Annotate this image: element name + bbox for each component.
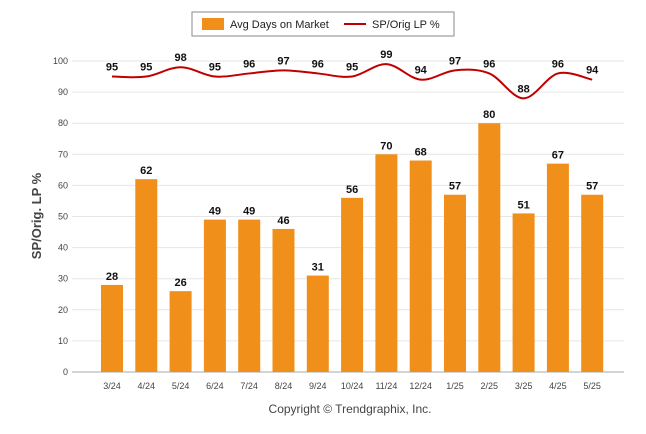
y-tick-label: 20: [58, 305, 68, 315]
y-tick-label: 40: [58, 243, 68, 253]
x-tick-label: 11/24: [375, 381, 397, 391]
line-value-label: 99: [380, 49, 392, 61]
y-axis-label: SP/Orig. LP %: [29, 172, 44, 259]
legend-line-label: SP/Orig LP %: [372, 19, 440, 31]
bar: [512, 213, 535, 372]
x-tick-label: 2/25: [481, 381, 499, 391]
line-value-label: 96: [552, 58, 564, 70]
line-value-label: 96: [483, 58, 495, 70]
x-tick-label: 8/24: [275, 381, 293, 391]
bar-value-label: 31: [312, 262, 324, 274]
sp-orig-lp-line: [111, 63, 593, 100]
bar-labels: 28 62 26 49 49 46 31 56 70 68 57 80 51 67 57: [106, 109, 598, 289]
y-tick-label: 50: [58, 212, 68, 222]
legend-bar-label: Avg Days on Market: [230, 19, 329, 31]
bar: [409, 160, 432, 372]
line-value-label: 96: [312, 58, 324, 70]
y-tick-label: 30: [58, 274, 68, 284]
line-value-label: 98: [174, 52, 186, 64]
x-tick-label: 7/24: [240, 381, 258, 391]
bar: [135, 179, 158, 372]
bar-value-label: 26: [174, 277, 186, 289]
y-tick-label: 90: [58, 87, 68, 97]
x-tick-label: 1/25: [446, 381, 464, 391]
bar: [444, 194, 466, 372]
y-tick-label: 100: [53, 56, 68, 66]
bar: [238, 219, 261, 372]
x-axis-ticks: 3/24 4/24 5/24 6/24 7/24 8/24 9/24 10/24 11/24 12…: [103, 381, 601, 391]
y-tick-label: 10: [58, 336, 68, 346]
legend-bar-swatch: [202, 18, 224, 30]
line-value-label: 97: [277, 55, 289, 67]
bar-value-label: 57: [586, 181, 598, 193]
bar-value-label: 46: [277, 215, 289, 227]
bar: [581, 194, 604, 372]
bar-value-label: 56: [346, 184, 358, 196]
legend: Avg Days on Market SP/Orig LP %: [191, 11, 455, 37]
x-tick-label: 9/24: [309, 381, 327, 391]
x-tick-label: 4/25: [549, 381, 567, 391]
line-value-label: 94: [415, 65, 428, 77]
bar: [306, 275, 329, 372]
bar: [203, 219, 226, 372]
bar-value-label: 49: [243, 206, 255, 218]
line-value-label: 97: [449, 55, 461, 67]
x-tick-label: 12/24: [409, 381, 432, 391]
line-value-label: 95: [209, 62, 221, 74]
copyright: Copyright © Trendgraphix, Inc.: [269, 402, 432, 416]
x-tick-label: 5/25: [583, 381, 601, 391]
y-tick-label: 60: [58, 180, 68, 190]
bar: [272, 228, 295, 372]
bar-value-label: 28: [106, 271, 118, 283]
bar-value-label: 80: [483, 109, 495, 121]
x-tick-label: 5/24: [172, 381, 190, 391]
bar: [169, 291, 192, 372]
x-tick-label: 4/24: [138, 381, 156, 391]
line-value-label: 95: [140, 62, 152, 74]
bar: [375, 154, 398, 372]
y-tick-label: 0: [63, 367, 68, 377]
y-axis-ticks: 0 10 20 30 40 50 60 70 80 90 100: [53, 56, 68, 377]
bar-value-label: 57: [449, 181, 461, 193]
line-value-label: 94: [586, 65, 599, 77]
bar-value-label: 49: [209, 206, 221, 218]
line-value-label: 95: [346, 62, 358, 74]
bars: [101, 123, 604, 372]
x-tick-label: 6/24: [206, 381, 224, 391]
line-labels: 95 95 98 95 96 97 96 95 99 94 97 96 88 96 94: [106, 49, 599, 95]
legend-box: [191, 11, 455, 37]
bar-value-label: 62: [140, 165, 152, 177]
bar: [546, 163, 569, 372]
bar-value-label: 68: [415, 147, 427, 159]
bar-value-label: 67: [552, 150, 564, 162]
bar-value-label: 70: [380, 140, 392, 152]
x-tick-label: 10/24: [341, 381, 364, 391]
line-value-label: 95: [106, 62, 118, 74]
line-value-label: 96: [243, 58, 255, 70]
bar: [478, 123, 501, 372]
bar-value-label: 51: [517, 199, 529, 211]
x-tick-label: 3/24: [103, 381, 121, 391]
y-tick-label: 70: [58, 149, 68, 159]
x-tick-label: 3/25: [515, 381, 533, 391]
bar: [341, 197, 364, 372]
bar: [101, 284, 123, 372]
line-value-label: 88: [517, 83, 529, 95]
y-tick-label: 80: [58, 118, 68, 128]
